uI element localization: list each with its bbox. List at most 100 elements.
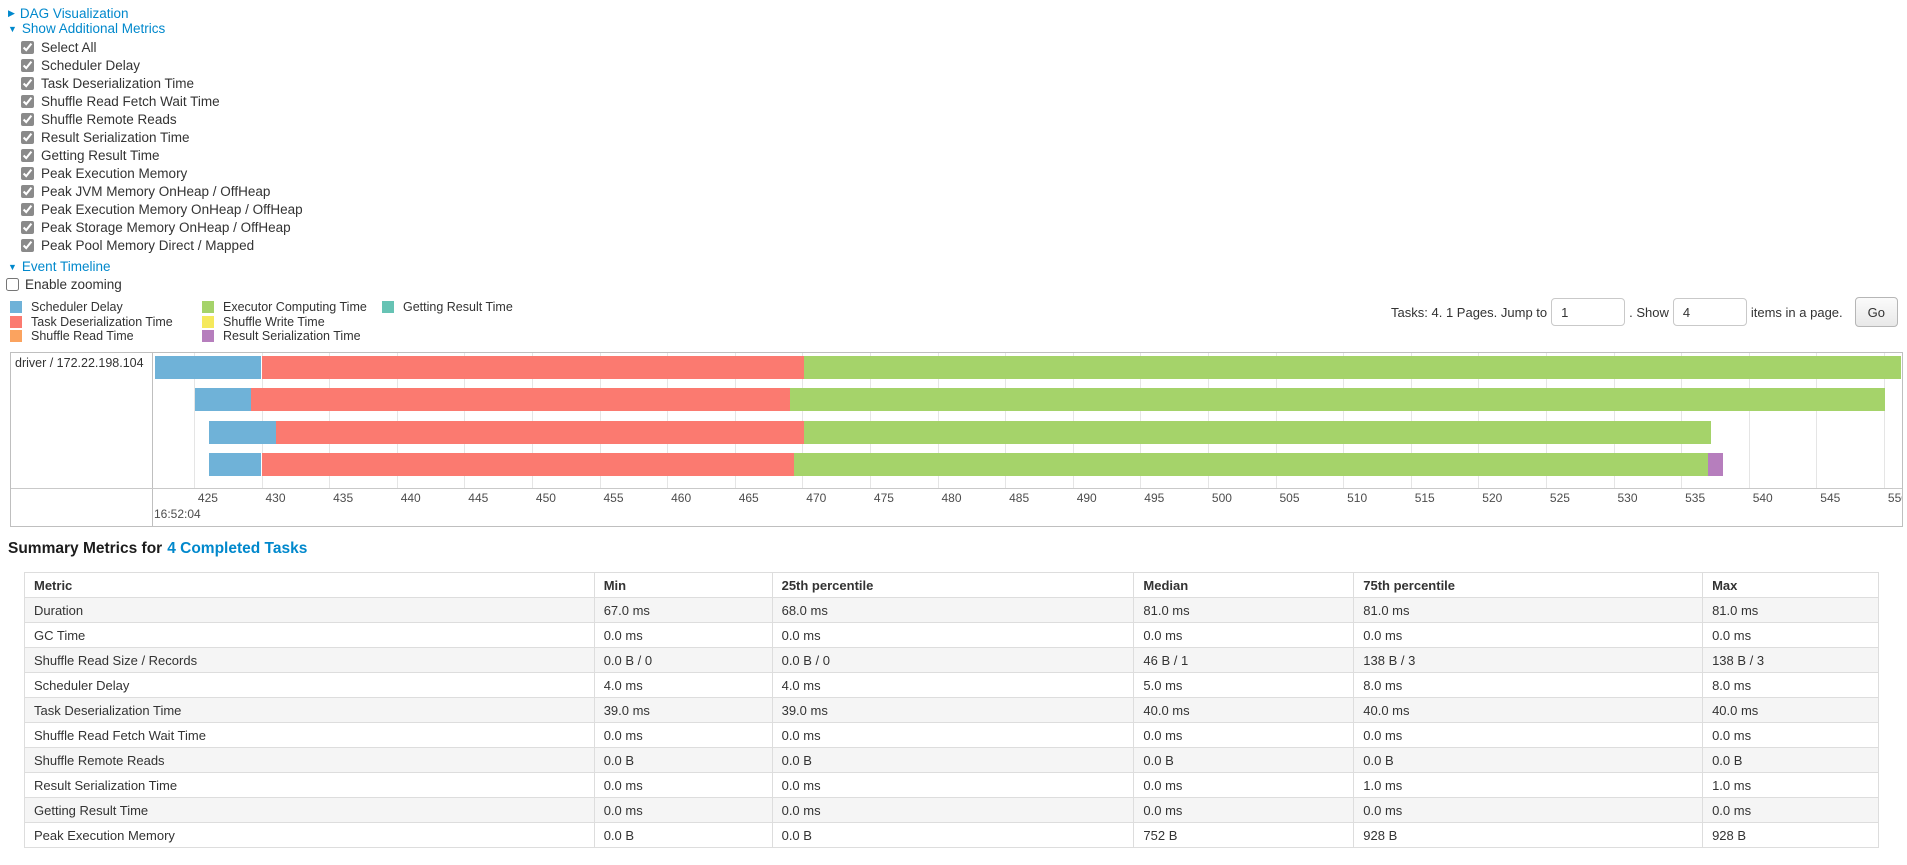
metric-checkbox-row: Peak Pool Memory Direct / Mapped (21, 236, 303, 254)
timeline-group-panel: driver / 172.22.198.104 (11, 353, 153, 526)
axis-major-time-label: 16:52:04 (154, 507, 201, 521)
task-bar-segment-scheduler[interactable] (208, 420, 277, 444)
metric-checkbox-shuffle-read-fetch-wait-time[interactable] (21, 94, 34, 108)
legend-item: Shuffle Write Time (202, 315, 382, 330)
axis-gridline (869, 353, 871, 488)
task-bar-segment-compute[interactable] (794, 453, 1709, 476)
metric-checkbox-shuffle-remote-reads[interactable] (21, 112, 34, 126)
table-row: Shuffle Read Size / Records 0.0 B / 0 0.0 … (24, 647, 1879, 673)
metric-name-cell: Task Deserialization Time (24, 697, 595, 723)
event-timeline-chart: driver / 172.22.198.104 16:52:04 425 430 4… (10, 352, 1903, 527)
metric-value-cell: 928 B (1353, 822, 1704, 848)
task-bar-segment-compute[interactable] (803, 420, 1711, 444)
axis-tick-label: 480 (941, 491, 962, 505)
metric-value-cell: 138 B / 3 (1353, 647, 1704, 673)
axis-tick-label: 425 (197, 491, 218, 505)
axis-gridline (599, 353, 601, 488)
metric-checkbox-row: Getting Result Time (21, 146, 303, 164)
axis-tick-label: 450 (535, 491, 556, 505)
show-additional-metrics-toggle[interactable]: ▼ Show Additional Metrics (8, 21, 165, 36)
metric-checkbox-result-serialization-time[interactable] (21, 130, 34, 144)
table-row: Task Deserialization Time 39.0 ms 39.0 ms 4… (24, 697, 1879, 723)
metric-checkbox-label: Peak JVM Memory OnHeap / OffHeap (41, 183, 271, 199)
dag-visualization-toggle[interactable]: ▶ DAG Visualization (8, 6, 128, 21)
jump-to-page-input[interactable] (1551, 298, 1626, 326)
legend-label: Result Serialization Time (223, 329, 361, 344)
axis-gridline (464, 353, 466, 488)
metric-checkbox-label: Getting Result Time (41, 147, 160, 163)
task-pagination: Tasks: 4. 1 Pages. Jump to . Show items … (1387, 297, 1898, 327)
metric-checkbox-peak-execution-memory-onheap-offheap[interactable] (21, 202, 34, 216)
task-bar-segment-result_serialization[interactable] (1708, 453, 1723, 476)
event-timeline-toggle[interactable]: ▼ Event Timeline (8, 259, 110, 274)
metric-value-cell: 0.0 ms (1702, 622, 1879, 648)
metric-checkbox-getting-result-time[interactable] (21, 148, 34, 162)
metric-name-cell: GC Time (24, 622, 595, 648)
completed-tasks-link[interactable]: 4 Completed Tasks (167, 540, 308, 557)
axis-gridline (1545, 353, 1547, 488)
task-bar-segment-compute[interactable] (803, 356, 1902, 379)
metric-value-cell: 0.0 ms (593, 797, 773, 823)
metric-checkbox-task-deserialization-time[interactable] (21, 76, 34, 90)
legend-label: Task Deserialization Time (31, 314, 173, 329)
summary-heading-text: Summary Metrics for (8, 540, 163, 557)
axis-tick-label: 475 (873, 491, 894, 505)
axis-tick-label: 495 (1144, 491, 1165, 505)
metric-checkbox-select-all[interactable] (21, 40, 34, 54)
metric-name-cell: Result Serialization Time (24, 772, 595, 798)
metric-value-cell: 40.0 ms (1702, 697, 1879, 723)
metric-checkbox-row: Select All (21, 38, 303, 56)
metric-checkbox-peak-execution-memory[interactable] (21, 166, 34, 180)
task-bar-segment-deserialization[interactable] (261, 453, 795, 476)
table-row: Scheduler Delay 4.0 ms 4.0 ms 5.0 ms 8.0 ms 8… (24, 672, 1879, 698)
metric-checkbox-peak-pool-memory-direct-mapped[interactable] (21, 238, 34, 252)
metric-value-cell: 81.0 ms (1133, 597, 1355, 623)
metric-value-cell: 0.0 ms (1133, 772, 1355, 798)
compute-swatch-icon (202, 301, 214, 314)
column-header-75th-percentile: 75th percentile (1353, 572, 1704, 598)
task-bar-segment-scheduler[interactable] (195, 388, 251, 412)
metric-checkbox-label: Shuffle Remote Reads (41, 111, 177, 127)
metric-name-cell: Shuffle Read Size / Records (24, 647, 595, 673)
axis-gridline (329, 353, 331, 488)
axis-gridline (193, 353, 195, 488)
axis-gridline (1140, 353, 1142, 488)
axis-tick-label: 485 (1009, 491, 1030, 505)
task-bar-segment-scheduler[interactable] (154, 356, 262, 379)
metric-value-cell: 0.0 ms (593, 722, 773, 748)
legend-column: Scheduler Delay Task Deserialization Time… (10, 300, 202, 344)
axis-tick-label: 445 (468, 491, 489, 505)
axis-gridline (1613, 353, 1615, 488)
timeline-legend: Scheduler Delay Task Deserialization Time… (10, 300, 513, 344)
table-row: Result Serialization Time 0.0 ms 0.0 ms 0.0… (24, 772, 1879, 798)
metric-value-cell: 39.0 ms (771, 697, 1135, 723)
metric-checkbox-peak-jvm-memory-onheap-offheap[interactable] (21, 184, 34, 198)
task-bar-segment-scheduler[interactable] (208, 453, 262, 476)
summary-table-body: Duration 67.0 ms 68.0 ms 81.0 ms 81.0 ms 81.0… (24, 597, 1879, 848)
result_serialization-swatch-icon (202, 330, 214, 343)
column-header-median: Median (1133, 572, 1355, 598)
metric-value-cell: 8.0 ms (1702, 672, 1879, 698)
axis-tick-label: 440 (400, 491, 421, 505)
metric-value-cell: 0.0 B (771, 747, 1135, 773)
legend-label: Scheduler Delay (31, 300, 123, 315)
task-bar-segment-deserialization[interactable] (250, 388, 791, 412)
go-button[interactable]: Go (1854, 297, 1898, 327)
metric-value-cell: 0.0 ms (1133, 722, 1355, 748)
metric-checkbox-label: Result Serialization Time (41, 129, 190, 145)
legend-column: Getting Result Time (382, 300, 513, 344)
metric-value-cell: 0.0 B / 0 (593, 647, 773, 673)
axis-gridline (802, 353, 804, 488)
metric-value-cell: 0.0 ms (593, 622, 773, 648)
items-per-page-input[interactable] (1672, 298, 1747, 326)
metric-checkbox-scheduler-delay[interactable] (21, 58, 34, 72)
enable-zooming-checkbox[interactable] (6, 278, 19, 291)
metric-checkbox-label: Scheduler Delay (41, 57, 141, 73)
axis-tick-label: 510 (1347, 491, 1368, 505)
axis-gridline (734, 353, 736, 488)
task-bar-segment-compute[interactable] (790, 388, 1886, 412)
task-bar-segment-deserialization[interactable] (261, 356, 804, 379)
metric-checkbox-peak-storage-memory-onheap-offheap[interactable] (21, 220, 34, 234)
axis-tick-label: 430 (265, 491, 286, 505)
task-bar-segment-deserialization[interactable] (276, 420, 804, 444)
